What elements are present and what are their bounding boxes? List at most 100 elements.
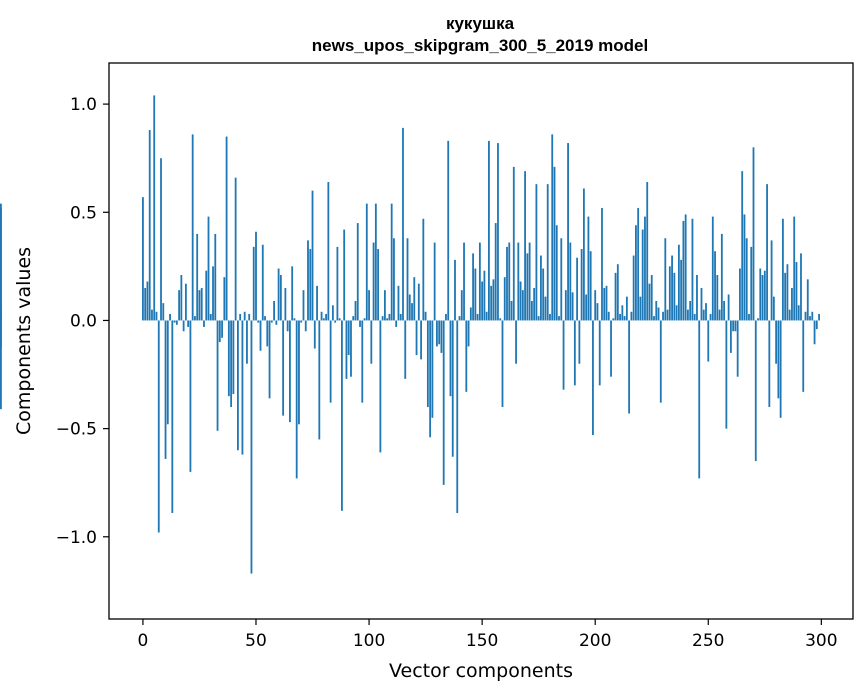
bar [757,318,759,321]
bar [650,275,653,321]
bar [205,270,208,321]
bar [530,300,533,321]
bar [598,320,601,386]
bar [537,316,540,321]
bar [501,320,504,407]
bar [359,320,361,327]
bar [540,255,542,321]
bar [221,320,223,338]
bar [223,277,226,321]
bar [198,290,201,321]
bar [442,320,445,485]
bar [320,311,323,321]
bar [700,288,703,321]
bar [763,270,766,321]
bar [675,305,678,321]
bar [576,257,579,321]
bar [275,320,278,325]
bar [146,281,149,321]
bar [795,262,798,321]
bar [759,268,762,321]
bar [298,320,300,425]
bar [157,320,160,533]
bar [268,320,271,399]
bar [162,303,165,321]
bar [687,309,689,321]
bar [316,285,318,321]
bar [465,320,468,392]
bar [510,300,513,321]
bar [259,320,262,351]
x-tick-label: 100 [353,631,385,651]
bar [458,316,461,321]
bar [270,320,273,323]
bar [467,320,470,347]
bar [770,240,773,321]
y-axis-ticks: −1.0 −0.5 0.0 0.5 1.0 [56,95,109,548]
bar [422,218,425,321]
bar [680,259,683,321]
bar [214,233,217,321]
bar [413,277,416,321]
bar [641,229,644,321]
bar [334,320,337,323]
bar [506,246,508,321]
bar [237,320,239,451]
bar [438,320,441,345]
bar [815,320,818,330]
bar [218,320,221,343]
bar [560,238,563,321]
bar [383,290,386,321]
bar [209,313,212,321]
bar [449,320,452,397]
bar [553,166,556,321]
bar [720,233,723,321]
bar [203,320,205,327]
bar [426,320,429,407]
bar [716,275,719,321]
bar [311,190,314,321]
bar [361,320,364,403]
bar [411,303,413,321]
bar [781,218,784,321]
bar [153,95,156,321]
bar [558,316,560,321]
bar [659,320,662,403]
x-axis-ticks: 0 50 100 150 200 250 300 [138,619,838,651]
bar [705,303,707,321]
bar [377,249,380,321]
bar [741,171,744,321]
bar [492,279,495,321]
bar [194,316,196,321]
bar [469,307,472,321]
bar [250,320,253,574]
bar [729,320,732,353]
bar [318,320,321,440]
bar [752,147,755,321]
bar [653,316,655,321]
bar [768,320,771,407]
bar [772,296,775,321]
bar [227,320,230,397]
bar [160,158,162,321]
bar [483,270,486,321]
bar [714,251,716,321]
bar [655,300,658,321]
bar [800,253,802,321]
bar [777,320,780,399]
bar [207,216,210,321]
bar [302,290,305,321]
bar [791,288,793,321]
bar [325,313,327,321]
bar [282,320,285,416]
bar [406,238,409,321]
y-tick-label: 1.0 [70,95,97,115]
bar [460,290,463,321]
bar [463,242,465,321]
bar [365,203,368,321]
bar [524,171,526,321]
bar [732,320,735,332]
bar [739,268,741,321]
bar [148,130,151,321]
